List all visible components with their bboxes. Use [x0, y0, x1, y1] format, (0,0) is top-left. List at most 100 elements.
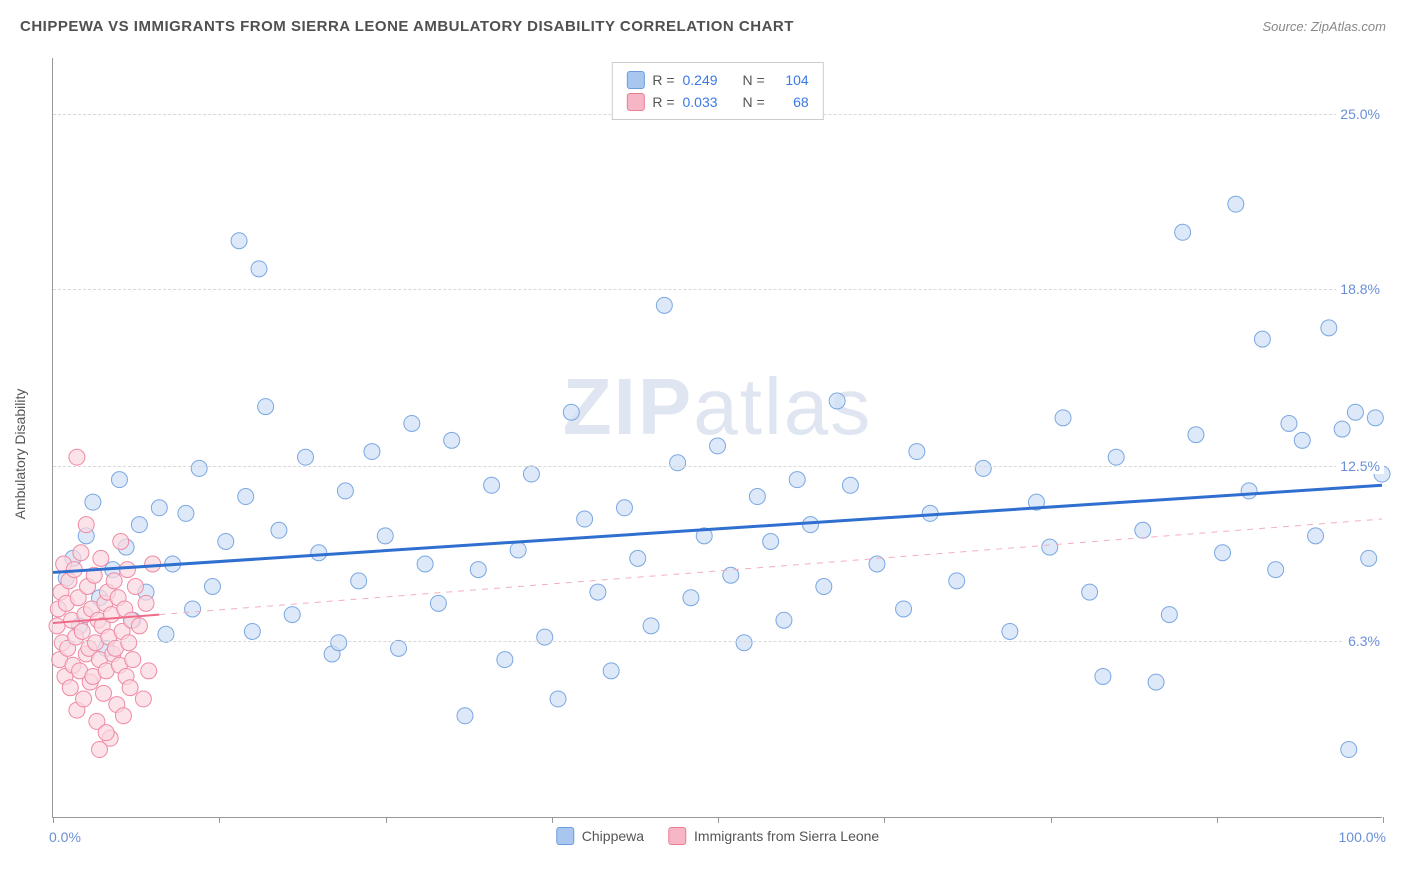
- legend-n-value: 104: [773, 72, 809, 88]
- data-point: [842, 477, 858, 493]
- data-point: [603, 663, 619, 679]
- data-point: [1002, 623, 1018, 639]
- data-point: [829, 393, 845, 409]
- data-point: [1188, 427, 1204, 443]
- data-point: [444, 432, 460, 448]
- data-point: [122, 680, 138, 696]
- data-point: [251, 261, 267, 277]
- legend-r-value: 0.033: [683, 94, 735, 110]
- data-point: [1334, 421, 1350, 437]
- data-point: [1095, 668, 1111, 684]
- grid-line: [53, 289, 1382, 290]
- data-point: [643, 618, 659, 634]
- data-point: [111, 472, 127, 488]
- legend-stat-row: R = 0.033 N = 68: [626, 91, 808, 113]
- data-point: [145, 556, 161, 572]
- data-point: [1135, 522, 1151, 538]
- data-point: [85, 494, 101, 510]
- data-point: [1347, 404, 1363, 420]
- data-point: [1367, 410, 1383, 426]
- data-point: [311, 545, 327, 561]
- y-tick-label: 18.8%: [1336, 281, 1384, 297]
- data-point: [92, 742, 108, 758]
- data-point: [789, 472, 805, 488]
- legend-r-label: R =: [652, 94, 674, 110]
- data-point: [351, 573, 367, 589]
- series-legend: Chippewa Immigrants from Sierra Leone: [556, 827, 879, 845]
- data-point: [776, 612, 792, 628]
- data-point: [896, 601, 912, 617]
- y-axis-title: Ambulatory Disability: [12, 389, 28, 520]
- data-point: [1361, 550, 1377, 566]
- legend-n-value: 68: [773, 94, 809, 110]
- x-tick: [53, 817, 54, 823]
- data-point: [135, 691, 151, 707]
- data-point: [78, 517, 94, 533]
- legend-swatch: [626, 93, 644, 111]
- data-point: [391, 640, 407, 656]
- data-point: [331, 635, 347, 651]
- data-point: [1281, 415, 1297, 431]
- data-point: [271, 522, 287, 538]
- data-point: [949, 573, 965, 589]
- data-point: [125, 652, 141, 668]
- data-point: [115, 708, 131, 724]
- x-axis-min-label: 0.0%: [49, 829, 81, 845]
- y-tick-label: 6.3%: [1344, 633, 1384, 649]
- data-point: [244, 623, 260, 639]
- data-point: [96, 685, 112, 701]
- data-point: [93, 550, 109, 566]
- grid-line: [53, 641, 1382, 642]
- legend-series-item: Immigrants from Sierra Leone: [668, 827, 879, 845]
- data-point: [298, 449, 314, 465]
- data-point: [523, 466, 539, 482]
- data-point: [127, 578, 143, 594]
- data-point: [1308, 528, 1324, 544]
- data-point: [1215, 545, 1231, 561]
- x-tick: [386, 817, 387, 823]
- legend-series-item: Chippewa: [556, 827, 644, 845]
- data-point: [683, 590, 699, 606]
- data-point: [1294, 432, 1310, 448]
- data-point: [364, 444, 380, 460]
- x-tick: [884, 817, 885, 823]
- x-tick: [718, 817, 719, 823]
- data-point: [404, 415, 420, 431]
- data-point: [238, 489, 254, 505]
- x-tick: [1217, 817, 1218, 823]
- data-point: [62, 680, 78, 696]
- y-tick-label: 25.0%: [1336, 106, 1384, 122]
- source-name: ZipAtlas.com: [1311, 19, 1386, 34]
- data-point: [76, 691, 92, 707]
- scatter-plot: ZIPatlas R =0.249N =104R =0.033N =68 0.0…: [52, 58, 1382, 818]
- source-attribution: Source: ZipAtlas.com: [1262, 18, 1386, 36]
- data-point: [119, 562, 135, 578]
- data-point: [185, 601, 201, 617]
- data-point: [430, 595, 446, 611]
- data-point: [141, 663, 157, 679]
- data-point: [656, 297, 672, 313]
- data-point: [1341, 742, 1357, 758]
- data-point: [670, 455, 686, 471]
- data-point: [550, 691, 566, 707]
- data-point: [1241, 483, 1257, 499]
- data-point: [138, 595, 154, 611]
- y-tick-label: 12.5%: [1336, 458, 1384, 474]
- x-tick: [1051, 817, 1052, 823]
- data-point: [121, 635, 137, 651]
- data-point: [803, 517, 819, 533]
- legend-n-label: N =: [743, 72, 765, 88]
- legend-n-label: N =: [743, 94, 765, 110]
- legend-series-label: Immigrants from Sierra Leone: [694, 828, 879, 844]
- data-point: [377, 528, 393, 544]
- data-point: [337, 483, 353, 499]
- x-tick: [552, 817, 553, 823]
- data-point: [1321, 320, 1337, 336]
- page-title: CHIPPEWA VS IMMIGRANTS FROM SIERRA LEONE…: [20, 18, 794, 35]
- data-point: [510, 542, 526, 558]
- data-point: [191, 460, 207, 476]
- data-point: [178, 505, 194, 521]
- data-point: [909, 444, 925, 460]
- legend-r-label: R =: [652, 72, 674, 88]
- data-point: [563, 404, 579, 420]
